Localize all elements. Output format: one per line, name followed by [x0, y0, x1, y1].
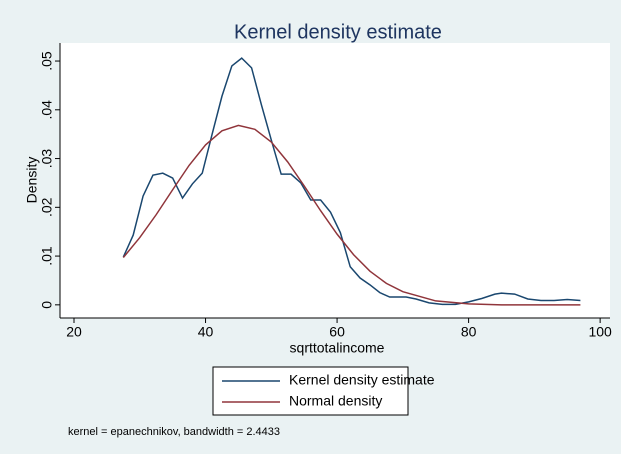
y-tick-label: .03 [39, 149, 55, 169]
y-axis-title: Density [24, 157, 40, 204]
data-line [122, 124, 581, 306]
x-tick-label: 20 [66, 324, 82, 340]
legend [212, 366, 409, 416]
legend-label: Normal density [289, 393, 382, 409]
x-tick-label: 60 [329, 324, 345, 340]
y-tick-label: .04 [39, 100, 55, 120]
chart-title: Kernel density estimate [234, 21, 442, 43]
y-tick-label: 0 [39, 301, 55, 309]
x-axis-title: sqrttotalincome [290, 340, 385, 356]
y-tick-label: .05 [39, 51, 55, 71]
x-tick-label: 80 [461, 324, 477, 340]
x-tick-label: 100 [588, 324, 612, 340]
plot-area [60, 43, 610, 318]
note: kernel = epanechnikov, bandwidth = 2.443… [68, 426, 280, 438]
y-tick-label: .01 [39, 246, 55, 266]
legend-label: Kernel density estimate [289, 372, 435, 388]
x-tick-label: 40 [198, 324, 214, 340]
y-tick-label: .02 [39, 197, 55, 217]
data-line [122, 57, 581, 306]
